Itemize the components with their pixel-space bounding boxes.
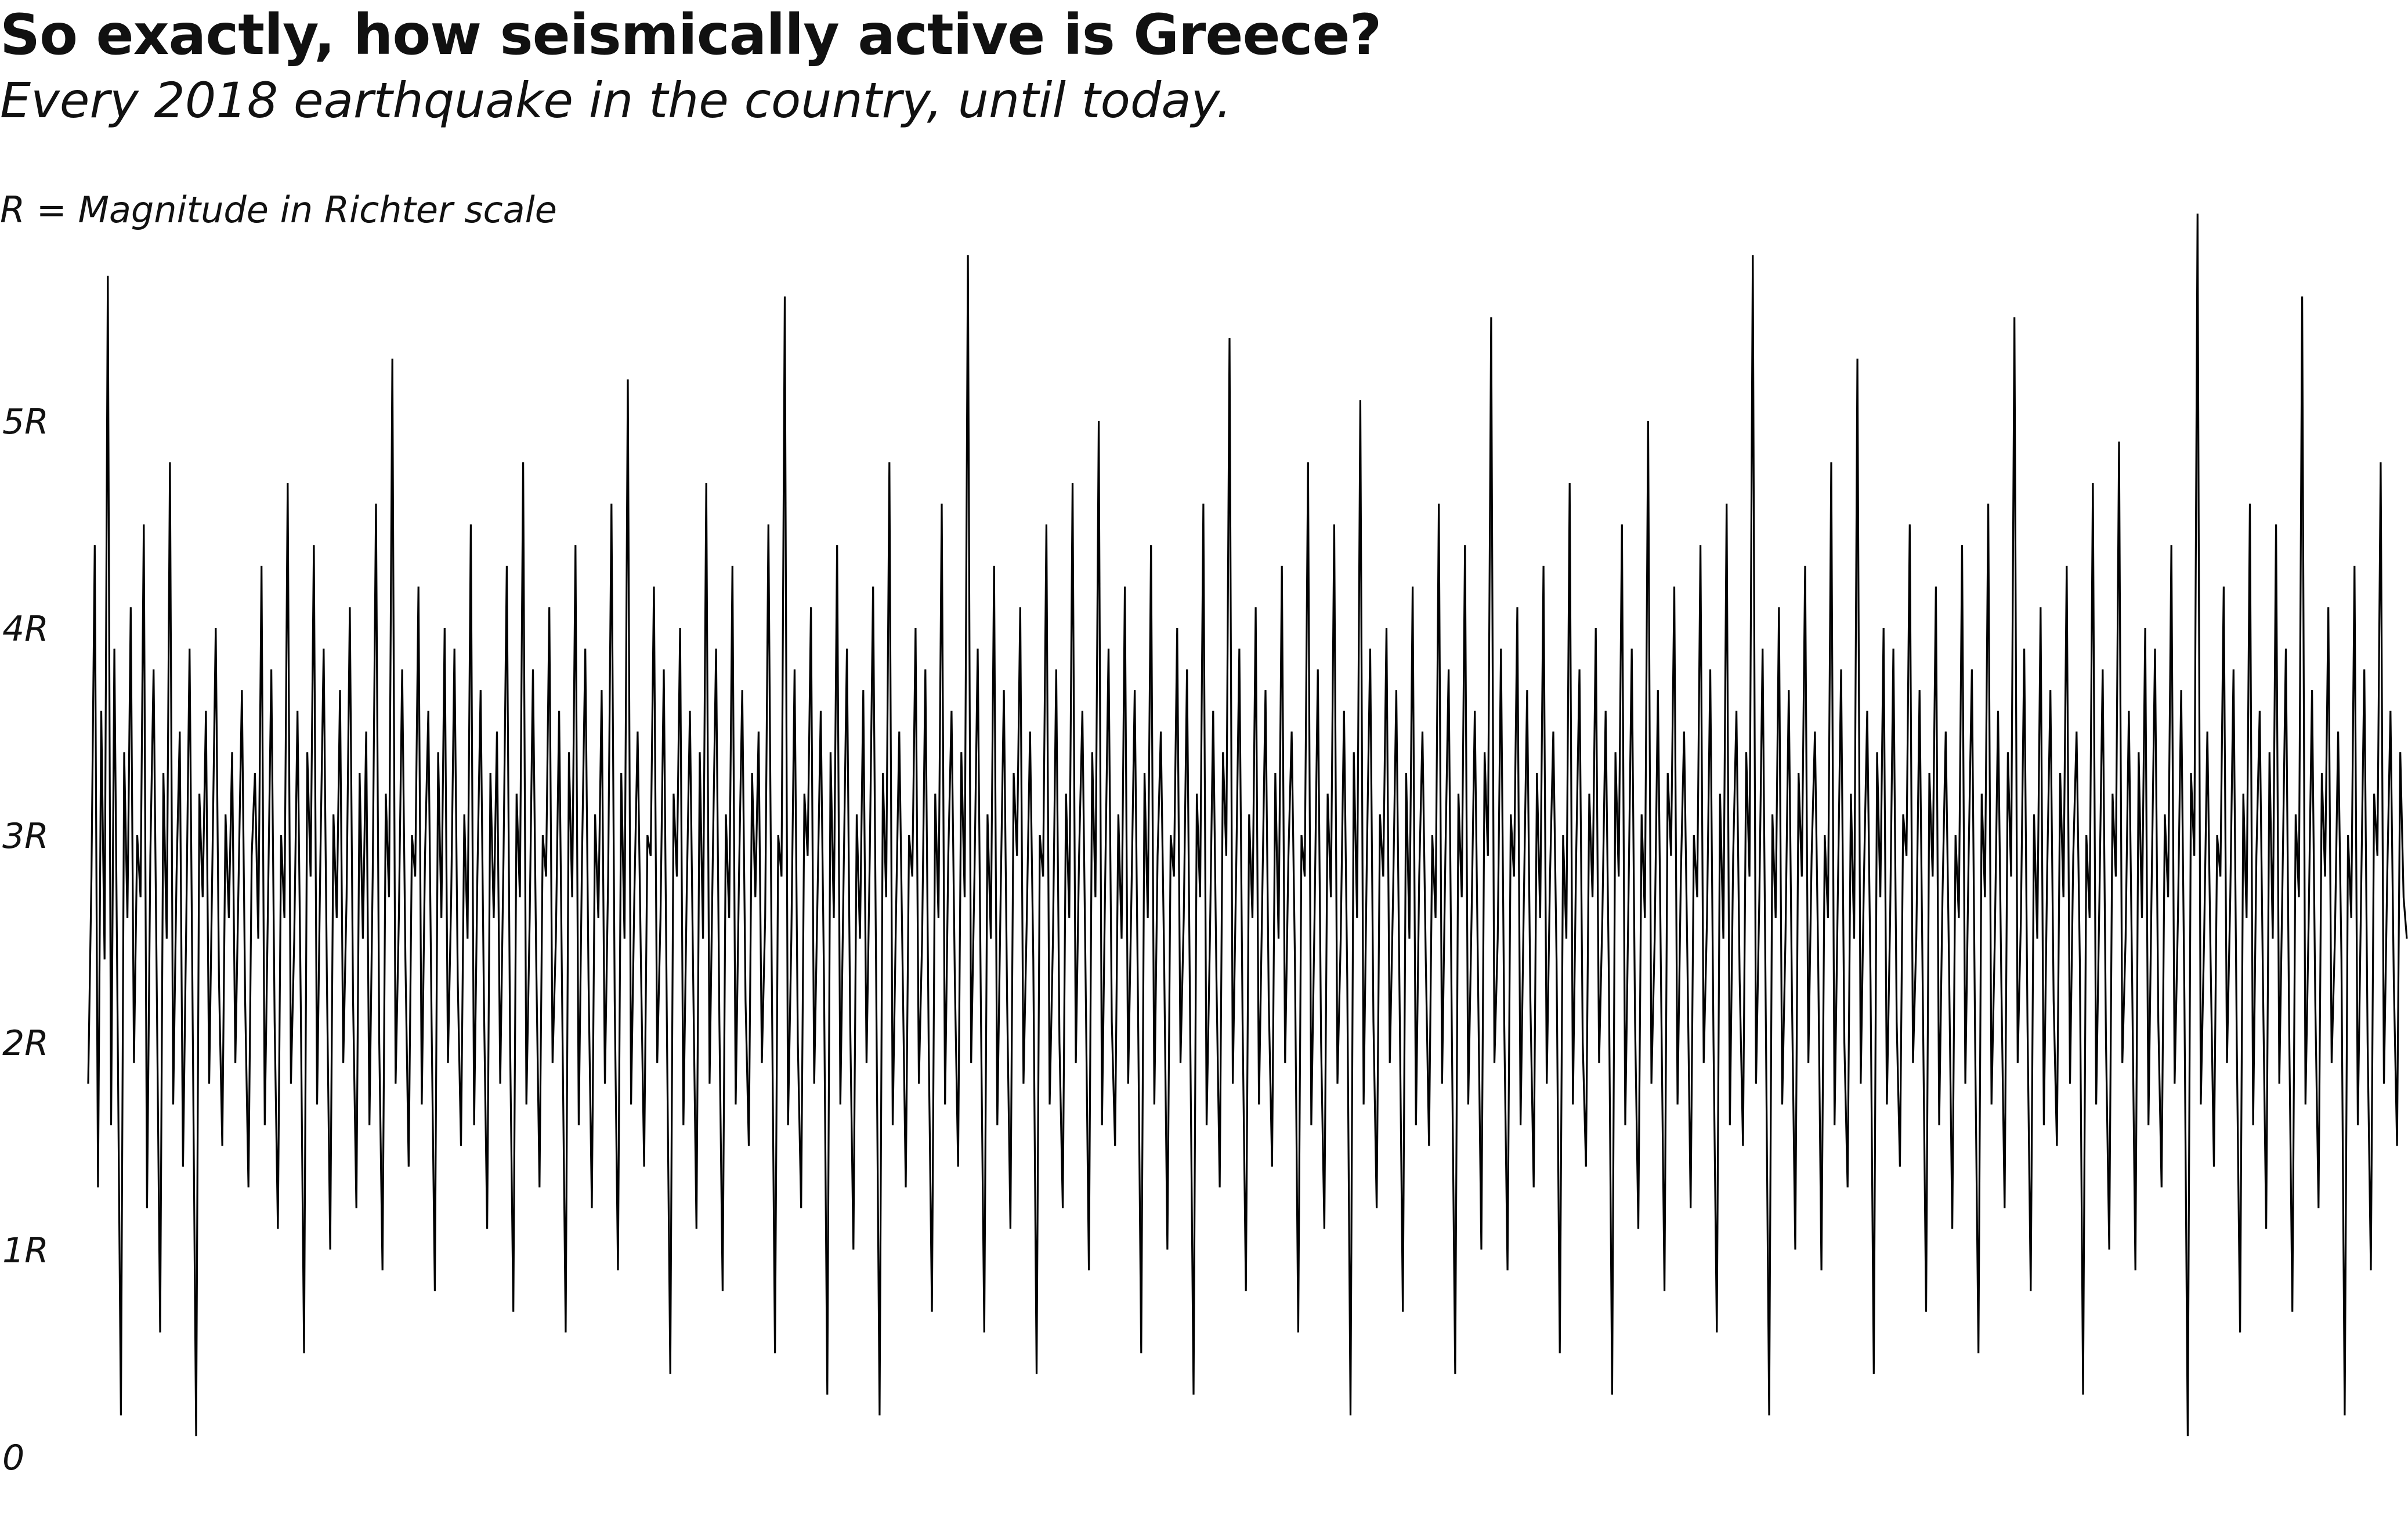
earthquake-magnitude-line [87, 213, 2408, 1436]
y-tick-label: 3R [2, 816, 49, 857]
unit-note: R = Magnitude in Richter scale [0, 189, 557, 231]
y-tick-label: 1R [2, 1230, 49, 1271]
series-group [87, 213, 2408, 1436]
chart-subtitle: Every 2018 earthquake in the country, un… [0, 72, 1232, 129]
y-tick-label: 5R [2, 402, 49, 442]
y-axis: 0 1R 2R 3R 4R 5R [2, 402, 49, 1478]
chart-title: So exactly, how seismically active is Gr… [0, 2, 1382, 67]
y-tick-label: 0 [2, 1438, 24, 1478]
y-tick-label: 4R [2, 609, 49, 649]
y-tick-label: 2R [2, 1023, 49, 1064]
